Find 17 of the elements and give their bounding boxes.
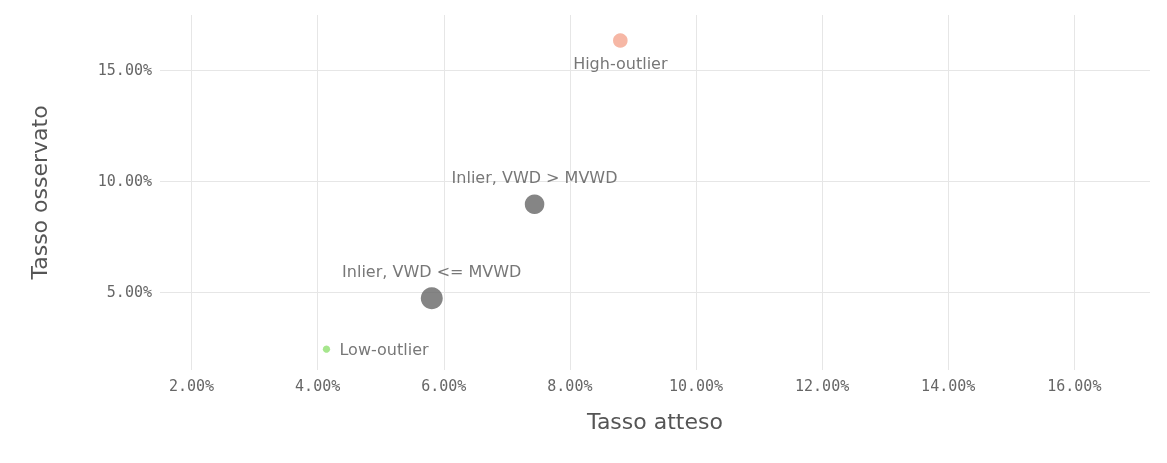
annotation: Inlier, VWD <= MVWD bbox=[342, 261, 522, 281]
x-tick-label: 14.00% bbox=[921, 376, 976, 395]
x-tick-label: 4.00% bbox=[295, 376, 341, 395]
x-tick-label: 10.00% bbox=[668, 376, 724, 395]
annotation: High-outlier bbox=[573, 54, 668, 74]
annotation: Low-outlier bbox=[339, 339, 429, 359]
y-axis-title: Tasso osservato bbox=[26, 105, 52, 281]
y-tick-label: 5.00% bbox=[106, 283, 152, 302]
y-tick-label: 15.00% bbox=[97, 61, 152, 80]
x-axis-title: Tasso atteso bbox=[586, 408, 723, 434]
x-tick-label: 16.00% bbox=[1047, 376, 1102, 395]
annotation: Inlier, VWD > MVWD bbox=[451, 167, 618, 187]
x-tick-label: 6.00% bbox=[421, 376, 467, 395]
x-tick-label: 8.00% bbox=[547, 376, 593, 395]
y-tick-label: 10.00% bbox=[97, 172, 152, 191]
x-tick-label: 2.00% bbox=[168, 376, 215, 395]
x-tick-label: 12.00% bbox=[795, 376, 850, 395]
